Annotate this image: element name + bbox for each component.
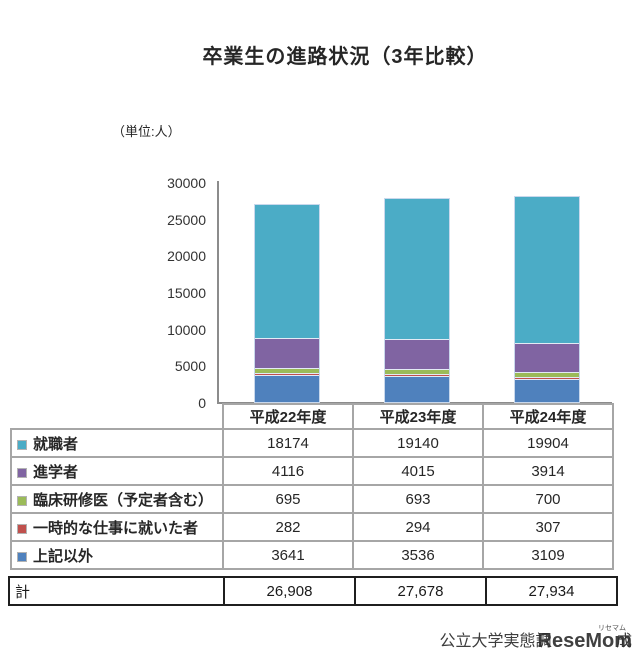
bar-segment bbox=[515, 343, 579, 372]
value-cell: 294 bbox=[352, 512, 484, 542]
row-label: 就職者 bbox=[33, 435, 79, 453]
chart-title: 卒業生の進路状況（3年比較） bbox=[202, 46, 488, 68]
y-axis-tick: 10000 bbox=[167, 321, 206, 338]
bar-segment bbox=[385, 199, 449, 340]
y-axis-line bbox=[217, 181, 219, 403]
total-table: 計 26,908 27,678 27,934 bbox=[8, 576, 618, 606]
row-label: 上記以外 bbox=[33, 547, 94, 565]
value-cell: 4116 bbox=[222, 456, 354, 486]
value-cell: 695 bbox=[222, 484, 354, 514]
value-cell: 3536 bbox=[352, 540, 484, 570]
x-axis-line bbox=[217, 402, 612, 404]
value-cell: 3109 bbox=[482, 540, 614, 570]
value-cell: 3914 bbox=[482, 456, 614, 486]
value-cell: 19904 bbox=[482, 428, 614, 458]
value-cell: 3641 bbox=[222, 540, 354, 570]
results-table: 平成22年度 平成23年度 平成24年度就職者 18174 19140 19904 進学者 4… bbox=[10, 403, 614, 570]
bar-segment bbox=[255, 337, 319, 369]
table-header-cell: 平成23年度 bbox=[352, 403, 484, 430]
bar-segment bbox=[515, 376, 579, 380]
y-axis-tick: 5000 bbox=[174, 358, 206, 375]
bar-segment bbox=[385, 376, 449, 402]
total-row: 計 26,908 27,678 27,934 bbox=[8, 576, 618, 606]
y-axis-tick: 30000 bbox=[167, 175, 206, 191]
total-value-cell: 27,678 bbox=[354, 576, 487, 606]
row-label-cell: 一時的な仕事に就いた者 bbox=[10, 512, 224, 542]
total-label-cell: 計 bbox=[8, 576, 225, 606]
table-row: 一時的な仕事に就いた者 282 294 307 bbox=[10, 512, 614, 542]
total-value-cell: 26,908 bbox=[223, 576, 356, 606]
value-cell: 18174 bbox=[222, 428, 354, 458]
legend-swatch bbox=[17, 467, 27, 478]
total-value-cell: 27,934 bbox=[485, 576, 618, 606]
stacked-bar bbox=[514, 196, 580, 403]
table-row: 就職者 18174 19140 19904 bbox=[10, 428, 614, 458]
legend-swatch bbox=[17, 551, 27, 562]
bar-segment bbox=[255, 375, 319, 402]
table-row: 上記以外 3641 3536 3109 bbox=[10, 540, 614, 570]
table-row: 臨床研修医（予定者含む） 695 693 700 bbox=[10, 484, 614, 514]
legend-swatch bbox=[17, 495, 27, 506]
bar-segment bbox=[385, 368, 449, 374]
y-axis-tick: 25000 bbox=[167, 211, 206, 228]
table-header-row: 平成22年度 平成23年度 平成24年度 bbox=[11, 403, 614, 430]
y-axis-tick: 0 bbox=[198, 395, 206, 411]
row-label-cell: 上記以外 bbox=[10, 540, 224, 570]
y-axis-tick: 20000 bbox=[167, 248, 206, 265]
bar-segment bbox=[255, 373, 319, 376]
bar-segment bbox=[385, 373, 449, 377]
unit-label: （単位:人） bbox=[112, 124, 181, 139]
row-label: 臨床研修医（予定者含む） bbox=[33, 491, 214, 509]
watermark-text: ReseMom bbox=[537, 630, 632, 652]
table-header-cell: 平成24年度 bbox=[482, 403, 614, 430]
table-header-cell: 平成22年度 bbox=[222, 403, 354, 430]
bar-segment bbox=[385, 339, 449, 369]
bar-segment bbox=[515, 371, 579, 377]
source-text-right: 成 bbox=[615, 633, 632, 650]
resemom-watermark: ReseMom リセマム bbox=[537, 625, 632, 653]
value-cell: 307 bbox=[482, 512, 614, 542]
y-axis-tick: 15000 bbox=[167, 285, 206, 301]
value-cell: 4015 bbox=[352, 456, 484, 486]
bar-segment bbox=[515, 197, 579, 344]
value-cell: 693 bbox=[352, 484, 484, 514]
row-label: 進学者 bbox=[33, 463, 79, 481]
table-row: 進学者 4116 4015 3914 bbox=[10, 456, 614, 486]
bar-segment bbox=[515, 379, 579, 402]
bar-segment bbox=[255, 204, 319, 338]
legend-swatch bbox=[17, 439, 27, 450]
watermark-ruby: リセマム bbox=[597, 625, 626, 632]
value-cell: 700 bbox=[482, 484, 614, 514]
stacked-bar bbox=[384, 198, 450, 403]
source-text-left: 公立大学実態調 bbox=[439, 633, 552, 650]
bar-segment bbox=[255, 368, 319, 374]
value-cell: 282 bbox=[222, 512, 354, 542]
row-label: 一時的な仕事に就いた者 bbox=[33, 519, 199, 537]
stacked-bar bbox=[254, 203, 320, 403]
value-cell: 19140 bbox=[352, 428, 484, 458]
row-label-cell: 進学者 bbox=[10, 456, 224, 486]
row-label-cell: 臨床研修医（予定者含む） bbox=[10, 484, 224, 514]
row-label-cell: 就職者 bbox=[10, 428, 224, 458]
table-corner-cell bbox=[11, 404, 223, 429]
legend-swatch bbox=[17, 523, 27, 534]
source-note: 公立大学実態調ReseMom リセマム成 bbox=[439, 625, 632, 653]
